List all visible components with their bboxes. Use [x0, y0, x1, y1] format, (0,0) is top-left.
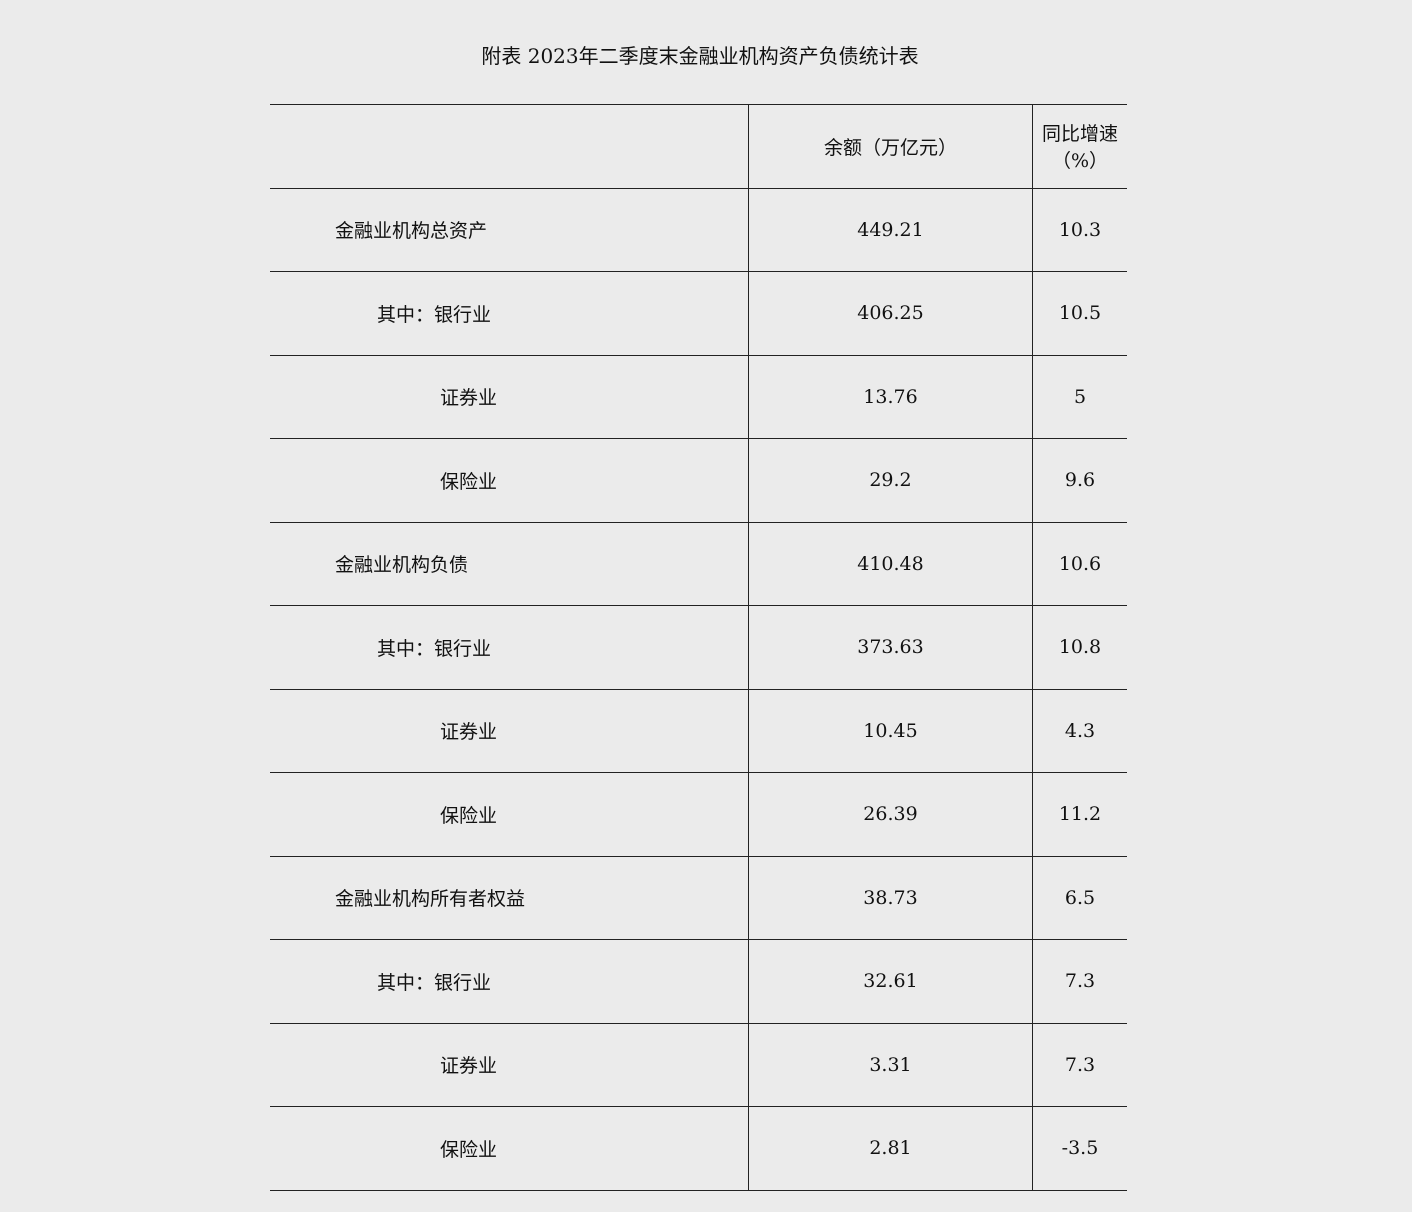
header-row: 余额（万亿元） 同比增速（%）	[270, 104, 1127, 189]
row-growth: 6.5	[1032, 855, 1127, 940]
row-balance: 373.63	[748, 605, 1033, 690]
table-row: 保险业 29.2 9.6	[270, 438, 1127, 523]
row-label: 保险业	[270, 772, 749, 857]
row-balance: 2.81	[748, 1106, 1033, 1191]
row-growth: 5	[1032, 354, 1127, 439]
row-balance: 26.39	[748, 772, 1033, 857]
row-label: 保险业	[270, 438, 749, 523]
row-balance: 29.2	[748, 438, 1033, 523]
row-label: 证券业	[270, 1022, 749, 1107]
row-growth: 11.2	[1032, 772, 1127, 857]
row-label: 金融业机构所有者权益	[270, 855, 749, 940]
row-balance: 406.25	[748, 271, 1033, 356]
table-row: 金融业机构所有者权益 38.73 6.5	[270, 855, 1127, 940]
row-label: 证券业	[270, 354, 749, 439]
table-row: 其中：银行业 373.63 10.8	[270, 605, 1127, 690]
row-growth: 7.3	[1032, 1022, 1127, 1107]
table-row: 证券业 3.31 7.3	[270, 1022, 1127, 1107]
row-growth: -3.5	[1032, 1106, 1127, 1191]
table-row: 其中：银行业 32.61 7.3	[270, 939, 1127, 1024]
table-row: 保险业 26.39 11.2	[270, 772, 1127, 857]
table-row: 金融业机构总资产 449.21 10.3	[270, 187, 1127, 272]
row-label: 其中：银行业	[270, 271, 749, 356]
row-label: 金融业机构总资产	[270, 187, 749, 272]
row-balance: 38.73	[748, 855, 1033, 940]
row-balance: 3.31	[748, 1022, 1033, 1107]
row-label: 证券业	[270, 688, 749, 773]
row-growth: 10.8	[1032, 605, 1127, 690]
row-growth: 4.3	[1032, 688, 1127, 773]
row-balance: 32.61	[748, 939, 1033, 1024]
row-label: 保险业	[270, 1106, 749, 1191]
financial-statistics-table: 余额（万亿元） 同比增速（%） 金融业机构总资产 449.21 10.3 其中：银行业…	[270, 104, 1127, 1191]
row-balance: 13.76	[748, 354, 1033, 439]
table-row: 金融业机构负债 410.48 10.6	[270, 521, 1127, 606]
row-growth: 7.3	[1032, 939, 1127, 1024]
row-growth: 10.3	[1032, 187, 1127, 272]
row-balance: 10.45	[748, 688, 1033, 773]
table-row: 证券业 13.76 5	[270, 354, 1127, 439]
table-row: 保险业 2.81 -3.5	[270, 1106, 1127, 1191]
row-growth: 9.6	[1032, 438, 1127, 523]
header-growth: 同比增速（%）	[1032, 104, 1127, 189]
table-row: 其中：银行业 406.25 10.5	[270, 271, 1127, 356]
table-row: 证券业 10.45 4.3	[270, 688, 1127, 773]
row-growth: 10.6	[1032, 521, 1127, 606]
header-balance: 余额（万亿元）	[748, 104, 1033, 189]
row-label: 其中：银行业	[270, 939, 749, 1024]
row-label: 金融业机构负债	[270, 521, 749, 606]
header-label	[270, 104, 749, 189]
table-title: 附表 2023年二季度末金融业机构资产负债统计表	[481, 44, 919, 68]
row-balance: 449.21	[748, 187, 1033, 272]
row-label: 其中：银行业	[270, 605, 749, 690]
row-balance: 410.48	[748, 521, 1033, 606]
row-growth: 10.5	[1032, 271, 1127, 356]
